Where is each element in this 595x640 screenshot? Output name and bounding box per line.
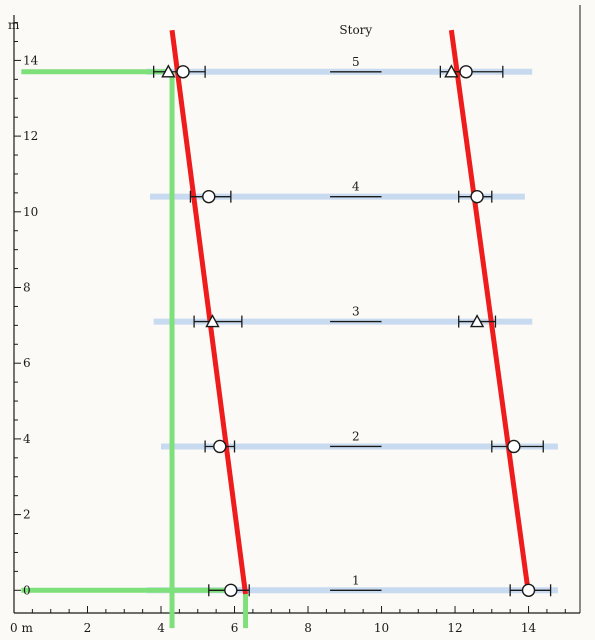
x-tick-label: 6: [231, 621, 239, 635]
y-tick-label: 0: [23, 583, 31, 597]
circle-marker: [202, 189, 216, 204]
story-label: 1: [352, 573, 360, 587]
y-tick-label: 4: [23, 432, 31, 446]
red-fit-line: [169, 29, 249, 595]
y-tick-label: 12: [23, 129, 38, 143]
y-tick-label: 2: [23, 508, 31, 522]
y-unit-label: m: [8, 18, 20, 32]
circle-marker: [470, 189, 484, 204]
story-label: 4: [352, 180, 360, 194]
circle-marker: [224, 583, 238, 597]
red-fit-line: [448, 29, 532, 595]
circle-marker: [507, 439, 521, 454]
circle-marker: [459, 65, 473, 79]
triangle-marker: [469, 314, 485, 328]
story-header: Story: [339, 23, 372, 37]
x-tick-label: 10: [374, 621, 389, 635]
story-label: 5: [352, 55, 360, 69]
y-tick-label: 6: [23, 356, 31, 370]
x-origin-label: 0 m: [10, 621, 33, 635]
triangle-marker: [444, 64, 459, 78]
x-tick-label: 4: [157, 621, 165, 635]
x-tick-label: 12: [447, 621, 462, 635]
story-label: 2: [352, 429, 360, 443]
circle-marker: [521, 583, 536, 597]
x-tick-label: 8: [304, 621, 312, 635]
y-tick-label: 8: [23, 281, 31, 295]
triangle-marker: [205, 314, 220, 328]
y-tick-label: 14: [23, 53, 39, 67]
x-tick-label: 14: [521, 621, 537, 635]
circle-marker: [213, 439, 227, 454]
circle-marker: [176, 65, 190, 79]
story-label: 3: [352, 305, 360, 319]
triangle-marker: [161, 64, 176, 78]
y-tick-label: 10: [23, 205, 38, 219]
x-tick-label: 2: [84, 621, 92, 635]
